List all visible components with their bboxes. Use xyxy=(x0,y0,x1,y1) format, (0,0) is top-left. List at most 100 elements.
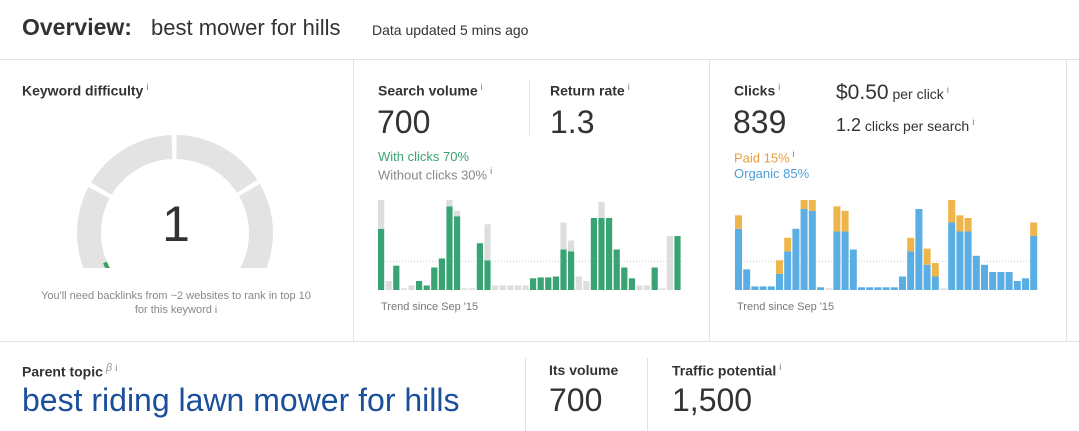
bar-without-clicks[interactable] xyxy=(568,240,575,252)
bar-without-clicks[interactable] xyxy=(575,276,582,291)
bar-organic[interactable] xyxy=(907,251,915,290)
bar-organic[interactable] xyxy=(981,264,988,290)
bar-with-clicks[interactable] xyxy=(651,267,658,291)
bar-with-clicks[interactable] xyxy=(628,278,635,290)
bar-organic[interactable] xyxy=(833,231,841,291)
bar-paid[interactable] xyxy=(907,237,915,252)
bar-organic[interactable] xyxy=(931,276,939,291)
bar-paid[interactable] xyxy=(1030,222,1038,237)
bar-with-clicks[interactable] xyxy=(613,249,620,291)
bar-organic[interactable] xyxy=(776,273,783,290)
info-icon[interactable]: i xyxy=(480,82,483,92)
bar-without-clicks[interactable] xyxy=(484,224,491,261)
bar-without-clicks[interactable] xyxy=(583,281,590,290)
bar-with-clicks[interactable] xyxy=(590,218,597,290)
info-icon[interactable]: i xyxy=(115,363,118,373)
bar-organic[interactable] xyxy=(743,269,751,290)
bar-organic[interactable] xyxy=(923,264,931,290)
bar-organic[interactable] xyxy=(1030,236,1038,290)
bar-without-clicks[interactable] xyxy=(514,285,521,291)
bar-organic[interactable] xyxy=(882,287,890,290)
bar-with-clicks[interactable] xyxy=(560,249,567,291)
bar-with-clicks[interactable] xyxy=(598,218,605,290)
info-icon[interactable]: i xyxy=(972,117,975,128)
bar-without-clicks[interactable] xyxy=(598,201,605,218)
bar-without-clicks[interactable] xyxy=(522,285,529,291)
bar-organic[interactable] xyxy=(989,272,997,290)
info-icon[interactable]: i xyxy=(490,166,493,176)
bar-paid[interactable] xyxy=(841,210,849,232)
bar-organic[interactable] xyxy=(874,287,882,290)
info-icon[interactable]: i xyxy=(792,149,795,159)
bar-without-clicks[interactable] xyxy=(666,236,673,290)
info-icon[interactable]: i xyxy=(627,82,630,92)
bar-with-clicks[interactable] xyxy=(393,265,400,290)
bar-paid[interactable] xyxy=(931,263,939,277)
bar-organic[interactable] xyxy=(759,286,767,290)
bar-organic[interactable] xyxy=(808,210,816,290)
bar-without-clicks[interactable] xyxy=(560,222,567,250)
bar-paid[interactable] xyxy=(923,248,931,265)
info-icon[interactable]: i xyxy=(146,82,149,92)
bar-organic[interactable] xyxy=(735,228,742,290)
bar-paid[interactable] xyxy=(964,218,972,232)
bar-with-clicks[interactable] xyxy=(438,258,445,291)
bar-paid[interactable] xyxy=(948,200,956,223)
bar-organic[interactable] xyxy=(751,286,759,290)
bar-organic[interactable] xyxy=(1022,278,1029,290)
bar-organic[interactable] xyxy=(948,222,956,291)
bar-organic[interactable] xyxy=(784,251,792,290)
bar-with-clicks[interactable] xyxy=(545,277,552,290)
info-icon[interactable]: i xyxy=(779,362,782,372)
bar-without-clicks[interactable] xyxy=(385,281,392,290)
bar-with-clicks[interactable] xyxy=(674,236,681,290)
bar-organic[interactable] xyxy=(849,249,857,291)
bar-organic[interactable] xyxy=(964,231,972,291)
bar-with-clicks[interactable] xyxy=(530,278,537,290)
bar-without-clicks[interactable] xyxy=(408,285,415,291)
bar-with-clicks[interactable] xyxy=(431,267,438,291)
bar-with-clicks[interactable] xyxy=(606,218,613,290)
bar-with-clicks[interactable] xyxy=(446,206,453,290)
bar-organic[interactable] xyxy=(899,276,906,291)
bar-organic[interactable] xyxy=(956,231,964,291)
bar-without-clicks[interactable] xyxy=(454,210,461,217)
bar-without-clicks[interactable] xyxy=(644,285,651,291)
bar-organic[interactable] xyxy=(890,287,898,290)
bar-paid[interactable] xyxy=(784,237,792,252)
info-icon[interactable]: i xyxy=(778,82,781,92)
bar-with-clicks[interactable] xyxy=(454,216,461,290)
bar-paid[interactable] xyxy=(800,200,808,209)
bar-organic[interactable] xyxy=(915,209,923,290)
bar-with-clicks[interactable] xyxy=(378,228,385,290)
bar-with-clicks[interactable] xyxy=(484,260,491,290)
bar-without-clicks[interactable] xyxy=(446,200,453,207)
bar-organic[interactable] xyxy=(858,287,865,290)
bar-without-clicks[interactable] xyxy=(507,285,514,291)
bar-organic[interactable] xyxy=(972,255,980,290)
bar-paid[interactable] xyxy=(956,215,964,232)
bar-organic[interactable] xyxy=(792,228,800,290)
bar-paid[interactable] xyxy=(735,215,742,229)
bar-paid[interactable] xyxy=(808,200,816,211)
bar-organic[interactable] xyxy=(767,286,775,290)
bar-with-clicks[interactable] xyxy=(621,267,628,291)
bar-organic[interactable] xyxy=(817,287,824,290)
bar-with-clicks[interactable] xyxy=(552,276,559,291)
info-icon[interactable]: i xyxy=(214,305,218,316)
bar-paid[interactable] xyxy=(833,206,841,232)
bar-without-clicks[interactable] xyxy=(378,200,385,229)
bar-with-clicks[interactable] xyxy=(416,281,423,290)
bar-with-clicks[interactable] xyxy=(537,277,544,290)
info-icon[interactable]: i xyxy=(946,85,949,96)
bar-organic[interactable] xyxy=(800,209,808,290)
bar-with-clicks[interactable] xyxy=(476,243,483,290)
bar-without-clicks[interactable] xyxy=(499,285,506,291)
bar-organic[interactable] xyxy=(1005,272,1013,290)
bar-organic[interactable] xyxy=(841,231,849,291)
bar-with-clicks[interactable] xyxy=(423,285,430,291)
bar-without-clicks[interactable] xyxy=(636,285,643,291)
bar-organic[interactable] xyxy=(1013,281,1021,290)
bar-paid[interactable] xyxy=(776,260,783,274)
parent-topic-link[interactable]: best riding lawn mower for hills xyxy=(22,382,460,418)
